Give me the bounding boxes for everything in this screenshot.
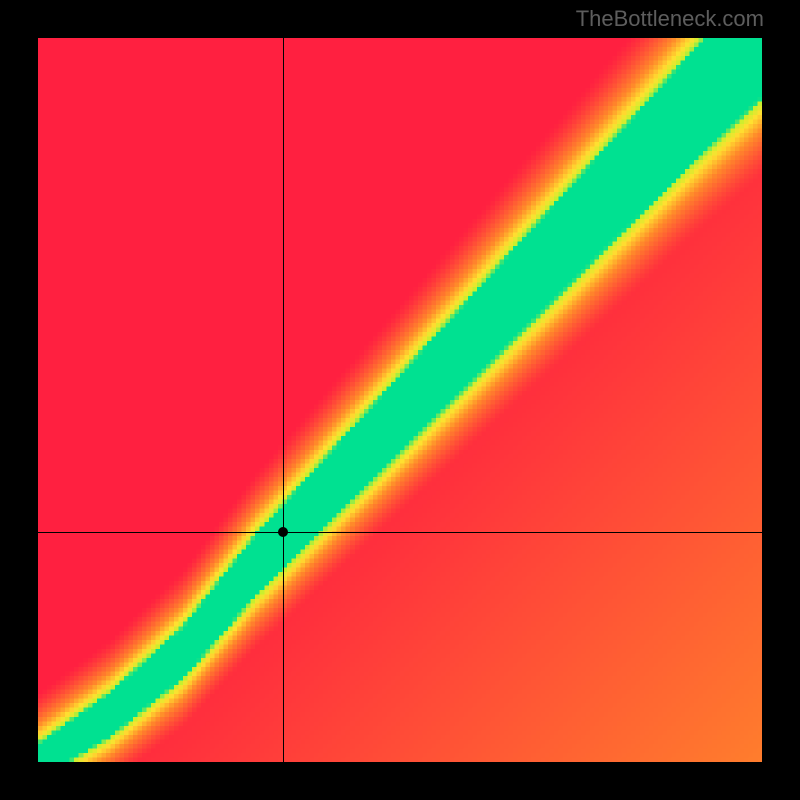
crosshair-vertical (283, 38, 284, 762)
heatmap-plot-area (38, 38, 762, 762)
watermark-text: TheBottleneck.com (576, 6, 764, 32)
crosshair-horizontal (38, 532, 762, 533)
crosshair-marker (278, 527, 288, 537)
heatmap-canvas (38, 38, 762, 762)
